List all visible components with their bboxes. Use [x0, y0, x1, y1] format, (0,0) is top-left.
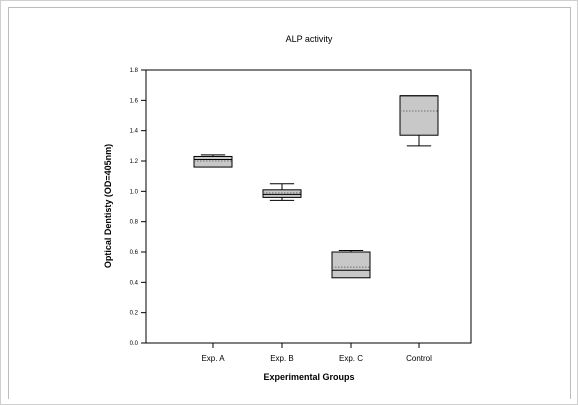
y-tick-label: 1.4 [130, 129, 139, 135]
box-series [193, 95, 439, 279]
x-axis-ticks: Exp. A Exp. B Exp. C Control [201, 343, 432, 363]
box-exp-b [262, 183, 302, 201]
chart-title: ALP activity [286, 34, 333, 44]
y-axis-ticks: 0.0 0.2 0.4 0.6 0.8 1.0 1.2 1.4 1.6 1.8 [130, 68, 146, 347]
box-body [331, 251, 371, 279]
y-tick-label: 1.0 [130, 189, 139, 195]
y-tick-label: 1.8 [130, 68, 139, 74]
x-tick-label: Exp. A [201, 354, 225, 363]
box-body [193, 155, 233, 168]
box-exp-c [331, 249, 371, 279]
y-tick-label: 0.2 [130, 311, 139, 317]
y-tick-label: 0.6 [130, 250, 139, 256]
y-tick-label: 0.4 [130, 280, 139, 286]
y-tick-label: 1.6 [130, 98, 139, 104]
box-body [262, 189, 302, 198]
x-tick-label: Exp. B [270, 354, 294, 363]
box-control [399, 95, 439, 147]
y-tick-label: 1.2 [130, 159, 139, 165]
y-tick-label: 0.0 [130, 341, 139, 347]
x-axis-label: Experimental Groups [263, 372, 354, 382]
y-axis-label: Optical Dentisty (OD=405nm) [103, 144, 113, 268]
y-tick-label: 0.8 [130, 220, 139, 226]
x-tick-label: Control [406, 354, 432, 363]
box-plot-chart: ALP activity 0.0 0.2 0.4 0.6 0.8 1.0 1.2 1.4 1.6… [103, 34, 472, 382]
chart-panel: ALP activity 0.0 0.2 0.4 0.6 0.8 1.0 1.2 1.4 1.6… [8, 7, 571, 399]
box-exp-a [193, 154, 233, 168]
box-body [399, 95, 439, 136]
x-tick-label: Exp. C [339, 354, 363, 363]
